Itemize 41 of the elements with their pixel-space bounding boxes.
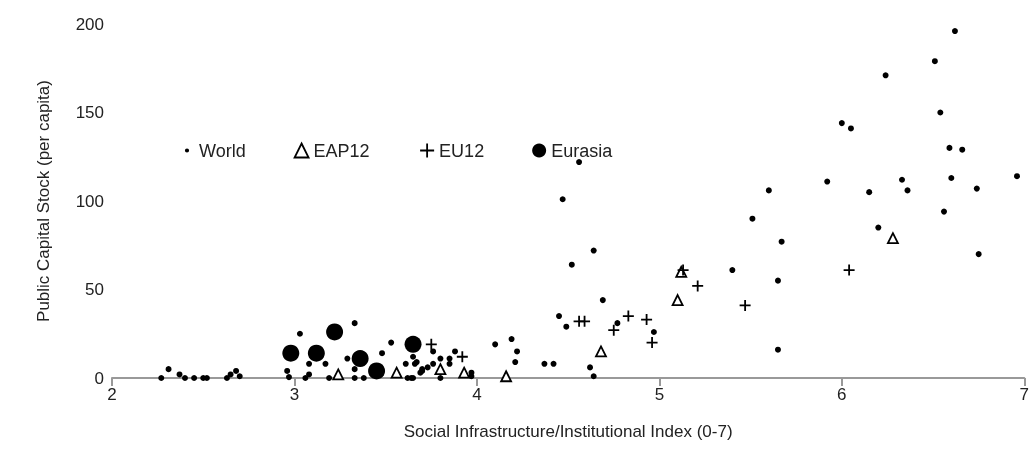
y-tick-label: 50 (85, 280, 104, 299)
point (578, 314, 591, 328)
point (887, 232, 899, 245)
x-tick-label: 5 (654, 385, 665, 404)
y-tick-label: 0 (94, 368, 104, 388)
x-tick-label: 3 (289, 385, 300, 404)
point (738, 299, 752, 312)
x-tick-label: 6 (837, 385, 847, 404)
point (640, 313, 653, 326)
point (607, 323, 621, 337)
point (390, 366, 403, 379)
point (434, 363, 447, 376)
point (458, 366, 471, 379)
point (842, 263, 856, 277)
point (424, 337, 438, 351)
point (671, 294, 684, 307)
y-tick-label: 200 (75, 14, 104, 34)
point (645, 336, 659, 349)
point (455, 350, 469, 364)
point (368, 362, 386, 380)
point (332, 368, 345, 381)
legend-label: Eurasia (551, 140, 614, 161)
y-tick-label: 100 (75, 191, 104, 211)
legend-label: World (199, 140, 246, 161)
y-axis-title: Public Capital Stock (per capita) (34, 80, 53, 322)
point (595, 345, 607, 358)
x-tick-label: 7 (1019, 385, 1030, 404)
point (404, 335, 422, 353)
point (282, 344, 300, 362)
x-axis-title: Social Infrastructure/Institutional Index (0-7) (403, 422, 733, 441)
point (307, 344, 325, 362)
point (351, 350, 369, 368)
y-tick-label: 150 (75, 103, 104, 122)
x-tick-label: 2 (107, 385, 117, 404)
legend-label: EU12 (439, 140, 485, 161)
point (500, 370, 512, 383)
point (621, 309, 635, 323)
point (691, 279, 705, 293)
point (326, 323, 344, 341)
x-tick-label: 4 (472, 385, 482, 404)
legend-label: EAP12 (313, 140, 370, 161)
